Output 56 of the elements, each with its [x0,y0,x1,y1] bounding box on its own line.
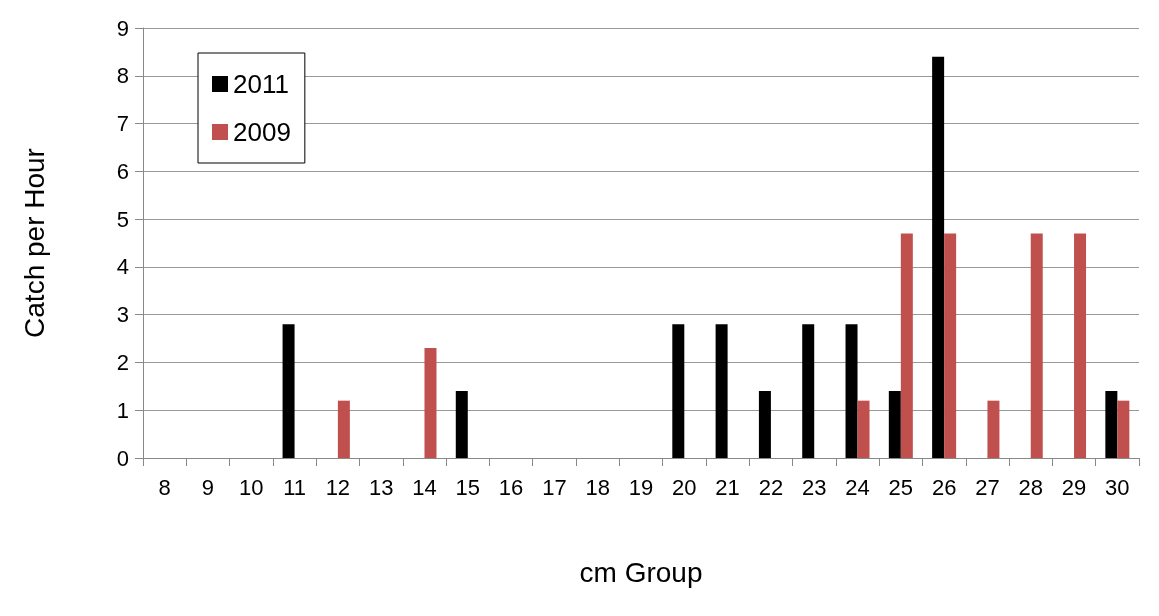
y-tick-label: 4 [116,254,129,280]
bar [424,348,437,458]
x-tick-label: 24 [845,474,870,500]
x-tick-label: 28 [1018,474,1043,500]
x-tick-label: 30 [1105,474,1130,500]
bar [1030,233,1043,458]
y-tick-label: 0 [116,445,129,471]
legend-label: 2009 [233,117,291,147]
bar [282,324,295,458]
x-tick-label: 13 [368,474,394,500]
y-axis-title: Catch per Hour [18,148,50,338]
bar [944,233,957,458]
bar [1117,400,1130,458]
x-tick-label: 14 [412,474,437,500]
bar [758,391,771,458]
bar [900,233,913,458]
y-tick-label: 8 [116,63,129,89]
x-tick-label: 16 [498,474,524,500]
x-tick-label: 27 [975,474,1000,500]
x-tick-label: 23 [801,474,827,500]
bar [845,324,858,458]
x-tick-label: 19 [628,474,654,500]
x-tick-label: 21 [715,474,740,500]
bar [888,391,901,458]
x-tick-label: 18 [585,474,610,500]
y-tick-label: 2 [116,349,129,375]
y-tick-label: 1 [116,397,129,423]
y-tick-label: 3 [116,302,129,328]
x-tick-label: 12 [325,474,351,500]
bar [337,400,350,458]
x-tick-label: 15 [455,474,481,500]
y-tick-label: 9 [116,15,129,41]
bar [1105,391,1118,458]
bar [672,324,685,458]
y-tick-label: 7 [116,111,129,137]
bar [987,400,1000,458]
x-axis-title: cm Group [579,556,703,588]
bar [455,391,468,458]
bar [802,324,815,458]
bar [715,324,728,458]
x-tick-label: 20 [672,474,697,500]
x-tick-label: 25 [888,474,914,500]
x-tick-label: 22 [758,474,784,500]
bar [932,56,945,458]
x-tick-label: 10 [239,474,264,500]
y-tick-label: 6 [116,158,129,184]
x-tick-label: 11 [283,474,306,500]
x-tick-label: 8 [158,474,171,500]
x-tick-label: 26 [931,474,957,500]
bar [1074,233,1087,458]
x-tick-label: 9 [201,474,215,500]
x-tick-label: 29 [1061,474,1087,500]
bar [857,400,870,458]
legend-label: 2011 [233,69,289,99]
y-tick-label: 5 [116,206,129,232]
x-tick-label: 17 [542,474,567,500]
